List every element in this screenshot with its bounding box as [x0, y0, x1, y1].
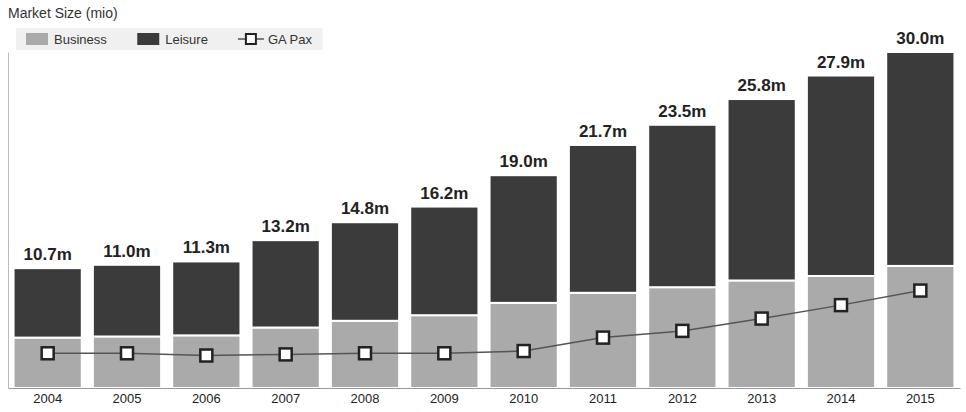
x-tick: 2010: [509, 391, 538, 406]
total-label: 21.7m: [579, 122, 627, 141]
bar: [490, 303, 558, 388]
total-label: 23.5m: [658, 102, 706, 121]
legend-background: [16, 28, 322, 50]
bar-series: [14, 52, 955, 338]
chart: Market Size (mio)20042005200620072008200…: [0, 0, 966, 412]
marker: [121, 347, 133, 359]
total-label: 11.3m: [183, 238, 230, 257]
x-tick: 2012: [668, 391, 697, 406]
legend-label: GA Pax: [268, 32, 313, 47]
x-tick-label: 2007: [271, 391, 300, 406]
marker: [756, 313, 768, 325]
bar: [569, 145, 637, 293]
x-axis: 2004 2005 2006 2007 2008 2009 2010 2011 2012 2013…: [9, 389, 961, 407]
bar: [93, 336, 161, 388]
bar: [648, 125, 716, 287]
x-tick-label: 2006: [192, 391, 221, 406]
y-axis: [8, 53, 9, 389]
bar: [807, 276, 875, 388]
bar: [93, 265, 161, 337]
total-label: 10.7m: [24, 245, 72, 264]
legend-swatch: [246, 34, 256, 44]
bar: [807, 76, 875, 276]
bar: [172, 261, 240, 335]
x-tick: 2011: [589, 391, 617, 406]
x-tick: 2008: [351, 391, 380, 406]
marker: [676, 325, 688, 337]
bar: [331, 321, 399, 388]
legend-item: Leisure: [137, 32, 208, 47]
bar: [886, 266, 954, 388]
total-label: 11.0m: [103, 242, 150, 261]
x-tick: 2007: [271, 391, 300, 406]
bar: [490, 175, 558, 303]
plot-area: [14, 52, 955, 388]
total-label: 19.0m: [500, 152, 548, 171]
legend: Business Leisure GA Pax: [16, 28, 322, 50]
bar: [252, 240, 320, 327]
total-label: 16.2m: [420, 184, 468, 203]
total-label: 27.9m: [817, 53, 865, 72]
x-tick-label: 2013: [747, 391, 776, 406]
legend-item: Business: [26, 32, 107, 47]
x-tick-label: 2005: [113, 391, 142, 406]
chart-title: Market Size (mio): [8, 5, 118, 21]
marker: [280, 348, 292, 360]
x-tick: 2013: [747, 391, 776, 406]
marker: [835, 299, 847, 311]
bar: [14, 338, 82, 388]
bar: [14, 268, 82, 337]
bar: [886, 52, 954, 266]
marker: [597, 332, 609, 344]
bar: [331, 222, 399, 321]
legend-swatch: [137, 33, 159, 45]
marker: [518, 345, 530, 357]
x-tick-label: 2004: [33, 391, 62, 406]
x-tick: 2005: [113, 391, 142, 406]
marker: [359, 347, 371, 359]
total-label: 30.0m: [896, 29, 944, 48]
bar: [648, 287, 716, 388]
legend-item: GA Pax: [238, 32, 313, 47]
x-tick-label: 2009: [430, 391, 459, 406]
x-tick: 2015: [906, 391, 935, 406]
total-label: 13.2m: [262, 217, 310, 236]
x-axis-line: [9, 388, 961, 389]
bar: [728, 280, 796, 388]
bar: [252, 328, 320, 388]
bar: [172, 335, 240, 388]
x-tick: 2009: [430, 391, 459, 406]
x-tick-label: 2008: [351, 391, 380, 406]
x-tick-label: 2012: [668, 391, 697, 406]
x-tick-label: 2011: [589, 391, 617, 406]
x-tick: 2014: [827, 391, 856, 406]
marker: [914, 285, 926, 297]
marker: [200, 350, 212, 362]
x-tick-label: 2015: [906, 391, 935, 406]
legend-label: Business: [54, 32, 107, 47]
marker: [42, 347, 54, 359]
bar: [728, 99, 796, 280]
total-label: 25.8m: [738, 76, 786, 95]
bar: [569, 293, 637, 388]
bar: [410, 207, 478, 316]
x-tick: 2006: [192, 391, 221, 406]
line: [48, 291, 921, 356]
total-labels: 10.7m 11.0m 11.3m 13.2m 14.8m 16.2m 19.0m 21.7m…: [24, 29, 945, 264]
y-axis-line: [8, 53, 9, 389]
x-tick-label: 2010: [509, 391, 538, 406]
total-label: 14.8m: [341, 199, 389, 218]
bar: [410, 315, 478, 388]
marker: [438, 347, 450, 359]
legend-label: Leisure: [165, 32, 208, 47]
x-tick-label: 2014: [827, 391, 856, 406]
x-tick: 2004: [33, 391, 62, 406]
legend-swatch: [26, 33, 48, 45]
